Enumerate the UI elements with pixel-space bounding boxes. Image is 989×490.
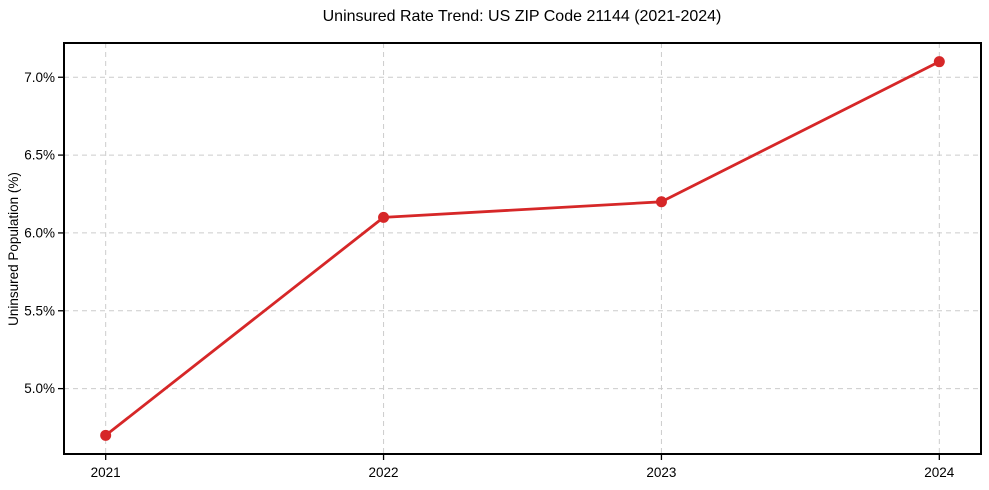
x-tick-label: 2021 bbox=[91, 465, 121, 480]
gridlines bbox=[64, 43, 981, 454]
y-tick-label: 6.5% bbox=[24, 148, 55, 163]
y-axis-label: Uninsured Population (%) bbox=[6, 172, 21, 326]
x-tick-label: 2024 bbox=[924, 465, 955, 480]
data-point-marker bbox=[933, 56, 945, 68]
x-tick-label: 2023 bbox=[646, 465, 676, 480]
x-axis-tick-labels: 2021 2022 2023 2024 bbox=[91, 465, 955, 480]
data-line bbox=[104, 60, 941, 437]
plot-border bbox=[63, 42, 982, 455]
y-axis-tick-labels: 5.0% 5.5% 6.0% 6.5% 7.0% bbox=[24, 70, 55, 396]
y-tick-label: 6.0% bbox=[24, 225, 55, 240]
data-point-marker bbox=[378, 211, 390, 223]
y-tick-label: 7.0% bbox=[24, 70, 55, 85]
data-points bbox=[100, 56, 945, 441]
data-point-marker bbox=[655, 196, 667, 208]
series-line bbox=[104, 60, 941, 437]
data-point-marker bbox=[100, 429, 112, 441]
axis-ticks bbox=[58, 76, 940, 460]
chart-title: Uninsured Rate Trend: US ZIP Code 21144 … bbox=[323, 8, 722, 25]
y-tick-label: 5.0% bbox=[24, 381, 55, 396]
x-tick-label: 2022 bbox=[369, 465, 399, 480]
y-tick-label: 5.5% bbox=[24, 303, 55, 318]
